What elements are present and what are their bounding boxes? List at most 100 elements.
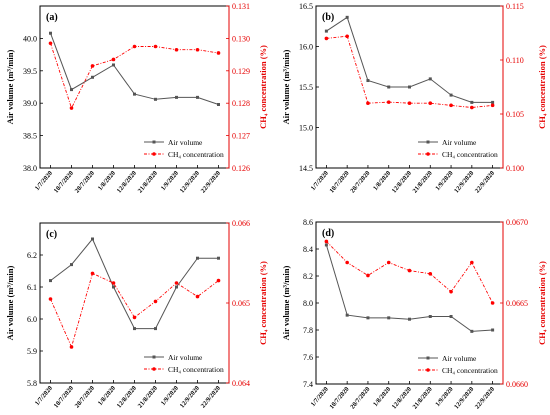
x-tick-label: 1/8/2020: [372, 386, 392, 408]
legend-marker: [152, 140, 156, 144]
right-tick-label: 0.126: [232, 164, 250, 173]
x-tick-label: 1/7/2020: [310, 170, 330, 192]
ch4-point: [153, 299, 158, 304]
air-volume-point: [175, 95, 178, 99]
air-volume-point: [112, 63, 115, 67]
air-volume-point: [387, 316, 391, 320]
x-tick-label: 22/9/2020: [474, 386, 496, 411]
left-tick-label: 6.1: [27, 283, 37, 292]
left-tick-label: 7.8: [303, 326, 313, 335]
air-volume-point: [387, 85, 391, 89]
air-volume-point: [91, 75, 94, 79]
x-tick-label: 20/7/2020: [349, 386, 371, 411]
right-axis-title: CH₄ concentration (%): [258, 261, 268, 345]
air-volume-point: [175, 285, 178, 289]
left-tick-label: 15.0: [299, 124, 313, 133]
air-volume-point: [217, 102, 220, 106]
legend-marker: [426, 152, 430, 156]
right-tick-label: 0.128: [232, 99, 250, 108]
chart-panel-3: 5.8 5.9 6.0 6.1 6.2 0.064 0.065 0.066 1/7/202010…: [5, 219, 268, 409]
ch4-point: [324, 239, 329, 244]
x-tick-label: 10/7/2020: [53, 170, 75, 195]
left-tick-label: 7.4: [303, 380, 313, 389]
ch4-point: [470, 260, 474, 265]
air-volume-point: [366, 79, 370, 83]
air-volume-point: [196, 95, 199, 99]
air-volume-point: [428, 315, 432, 318]
legend: Air volume CH₄ concentration: [144, 353, 224, 374]
ch4-point: [324, 36, 329, 41]
legend-marker: [426, 356, 430, 360]
x-tick-label: 12/8/2020: [116, 385, 138, 410]
x-tick-label: 22/9/2020: [200, 170, 222, 195]
air-volume-point: [49, 279, 52, 283]
ch4-point: [153, 44, 158, 49]
x-tick-label: 22/9/2020: [474, 170, 496, 195]
chart-panel-4: 7.4 7.6 7.8 8.0 8.2 8.4 8.6 0.0660 0.0665 0.0670 1…: [281, 218, 547, 410]
air-volume-point: [491, 100, 495, 104]
ch4-point: [366, 101, 370, 105]
ch4-point: [132, 44, 137, 49]
right-tick-label: 0.0660: [506, 380, 528, 389]
panel-label: (a): [46, 12, 58, 23]
x-tick-label: 12/8/2020: [391, 386, 413, 411]
left-tick-label: 38.5: [23, 132, 37, 141]
x-tick-label: 21/8/2020: [137, 385, 159, 410]
air-volume-point: [345, 313, 349, 317]
air-volume-point: [154, 327, 157, 331]
left-axis-title: Air volume (m³/min): [281, 266, 291, 341]
air-volume-point: [196, 256, 199, 260]
ch4-point: [174, 47, 179, 52]
legend-label: CH₄ concentration: [442, 150, 498, 159]
ch4-point: [490, 103, 495, 108]
x-tick-label: 1/9/2020: [160, 385, 180, 407]
left-tick-label: 39.0: [23, 99, 37, 108]
legend-label: Air volume: [442, 138, 477, 147]
left-tick-label: 39.5: [23, 67, 37, 76]
x-tick-label: 10/7/2020: [328, 386, 350, 411]
left-tick-label: 16.0: [299, 43, 313, 52]
ch4-point: [428, 101, 433, 105]
right-tick-label: 0.105: [506, 110, 524, 119]
ch4-point: [69, 106, 74, 110]
x-tick-label: 1/8/2020: [97, 385, 117, 407]
x-tick-label: 1/9/2020: [434, 386, 454, 408]
left-tick-label: 8.4: [303, 245, 313, 254]
legend-label: Air volume: [442, 354, 477, 363]
ch4-point: [449, 103, 453, 108]
x-tick-label: 12/9/2020: [179, 385, 201, 410]
series-line-ch4: [50, 272, 219, 349]
ch4-point: [174, 281, 179, 285]
x-tick-label: 20/7/2020: [74, 385, 96, 410]
left-tick-label: 14.5: [299, 164, 313, 173]
x-tick-label: 21/8/2020: [411, 170, 433, 195]
x-tick-label: 10/7/2020: [53, 385, 75, 410]
x-tick-label: 1/9/2020: [434, 170, 454, 192]
x-tick-label: 20/7/2020: [74, 170, 96, 195]
x-tick-label: 1/7/2020: [310, 386, 330, 408]
chart-panel-1: 38.0 38.5 39.0 39.5 40.0 0.126 0.127 0.128 0.129…: [5, 2, 268, 194]
ch4-point: [195, 294, 200, 299]
ch4-point: [345, 260, 349, 265]
left-tick-label: 8.6: [303, 218, 313, 227]
right-tick-label: 0.115: [506, 2, 524, 11]
x-tick-label: 22/9/2020: [200, 385, 222, 410]
left-axis-title: Air volume (m³/min): [5, 266, 15, 341]
ch4-point: [48, 41, 53, 46]
x-tick-label: 1/7/2020: [34, 170, 54, 192]
air-volume-point: [70, 88, 73, 92]
right-axis-title: CH₄ concentration (%): [537, 261, 547, 345]
right-tick-label: 0.0665: [506, 299, 528, 308]
ch4-point: [407, 268, 412, 273]
right-axis-title: CH₄ concentration (%): [537, 45, 547, 129]
panel-label: (c): [46, 229, 57, 240]
ch4-point: [386, 100, 391, 104]
right-tick-label: 0.110: [506, 56, 524, 65]
left-tick-label: 8.2: [303, 272, 313, 281]
air-volume-point: [112, 285, 115, 289]
legend: Air volume CH₄ concentration: [418, 354, 498, 375]
air-volume-point: [133, 327, 136, 331]
x-tick-label: 12/8/2020: [391, 170, 413, 195]
legend: Air volume CH₄ concentration: [418, 138, 498, 159]
x-tick-label: 20/7/2020: [349, 170, 371, 195]
